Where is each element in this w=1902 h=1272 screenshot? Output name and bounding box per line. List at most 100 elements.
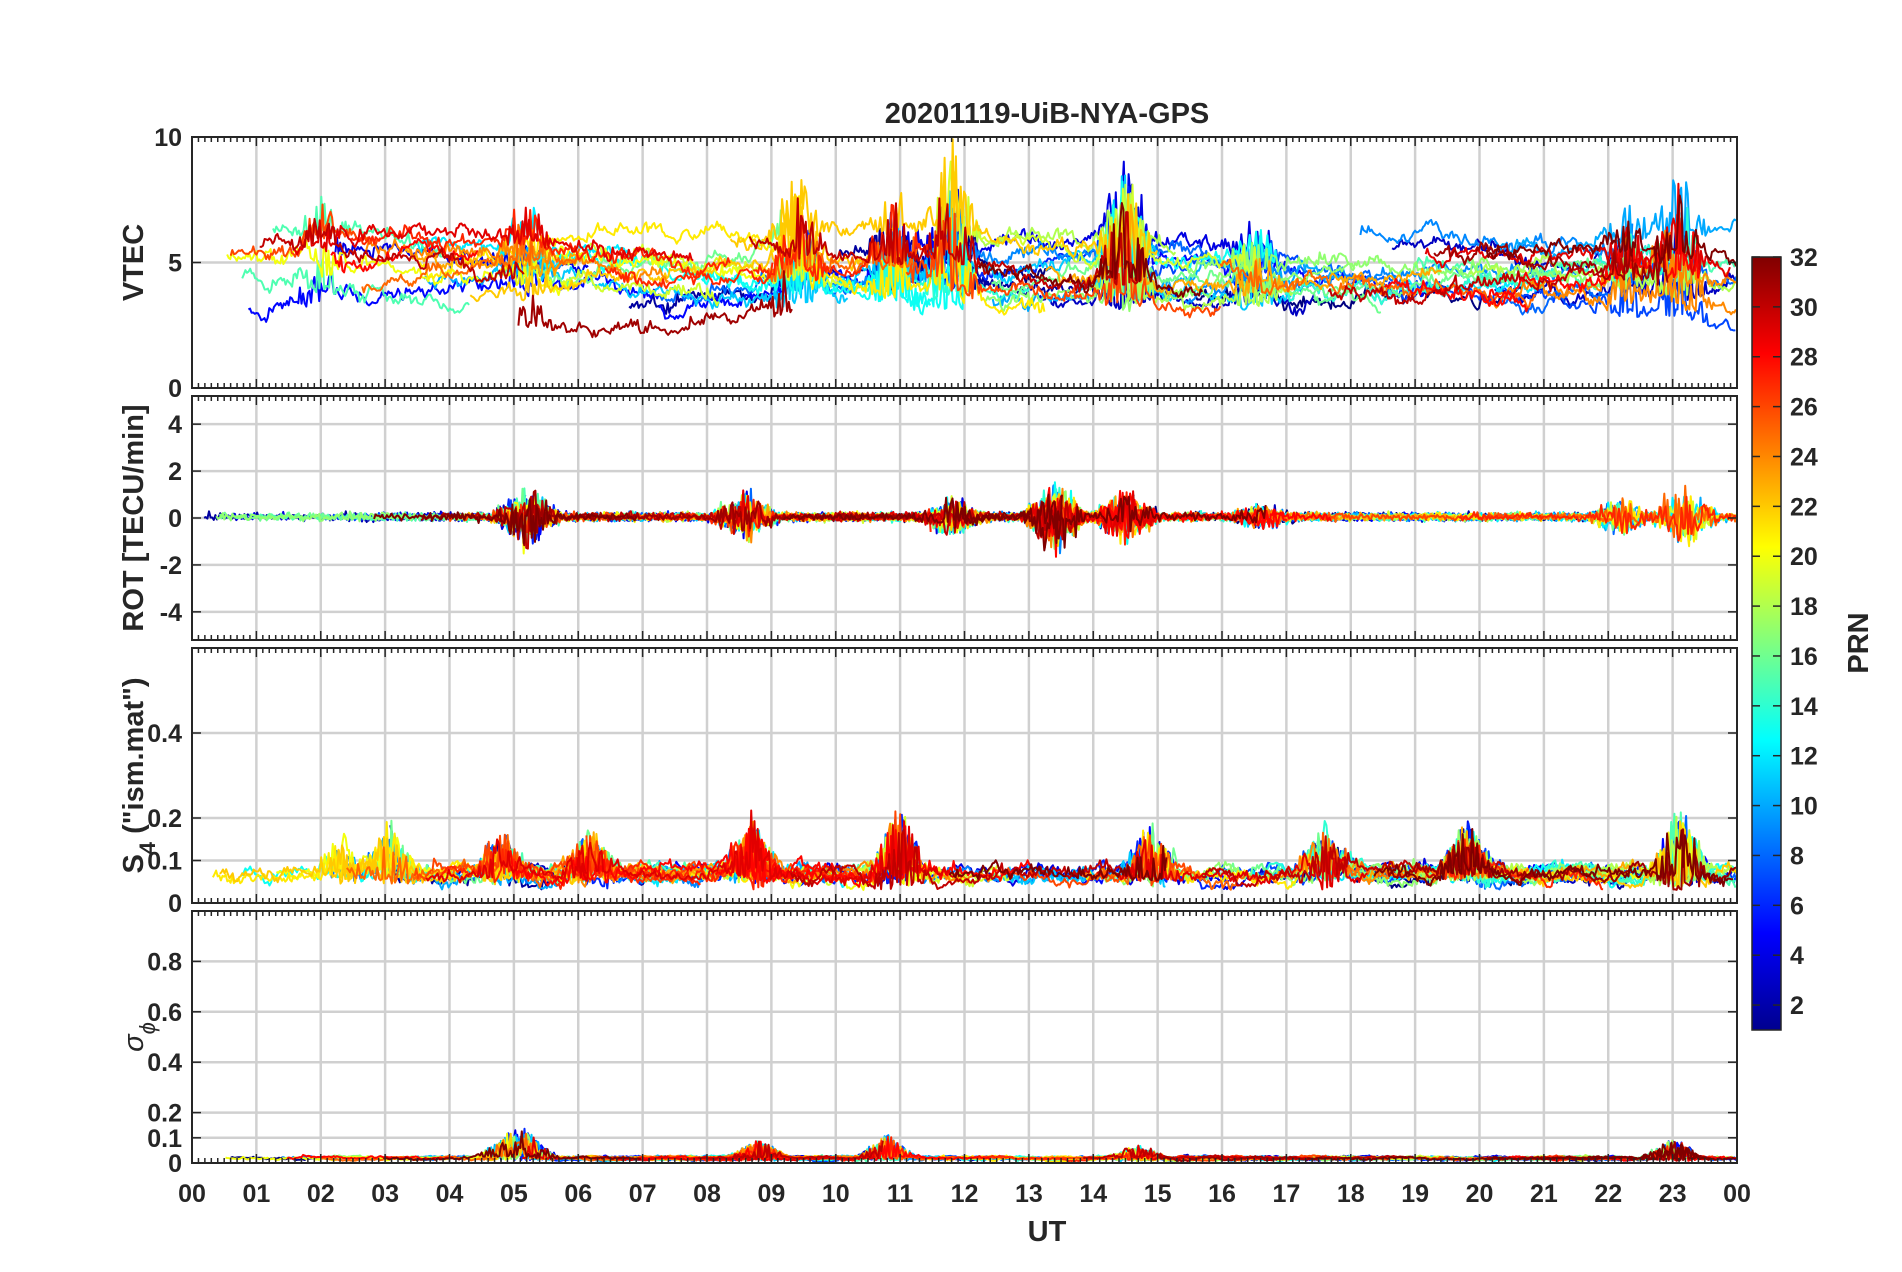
- series-line-prn-25: [361, 223, 581, 294]
- series-line-prn-15: [241, 258, 470, 314]
- x-tick-label: 04: [436, 1180, 464, 1208]
- x-tick-label: 00: [1723, 1180, 1751, 1208]
- series-line-prn-19: [559, 268, 720, 307]
- x-tick-label: 01: [242, 1180, 270, 1208]
- x-tick-label: 11: [887, 1180, 914, 1208]
- series-line-prn-28: [741, 825, 1034, 884]
- series-line-prn-30: [697, 1140, 884, 1161]
- colorbar-tick-label: 2: [1790, 992, 1804, 1020]
- series-line-prn-15: [249, 487, 633, 532]
- colorbar-gradient: [1751, 256, 1782, 1031]
- y-tick-label: 4: [168, 411, 182, 439]
- colorbar-tick-label: 12: [1790, 743, 1818, 771]
- y-tick-label: 0.4: [147, 720, 182, 748]
- x-tick-label: 16: [1208, 1180, 1236, 1208]
- series-line-prn-31: [517, 270, 793, 339]
- x-tick-label: 20: [1466, 1180, 1494, 1208]
- colorbar-tick-label: 20: [1790, 543, 1818, 571]
- x-tick-labels: 00 01 02 03 04 05 06 07 08 09 10 11 12 13 14 15 16 17 18 19…: [178, 1180, 1751, 1208]
- y-axis-label-vtec: VTEC: [118, 224, 150, 301]
- y-tick-label: 0.8: [147, 948, 182, 976]
- x-tick-label: 12: [951, 1180, 979, 1208]
- series-line-prn-32: [1373, 828, 1733, 888]
- series-line-prn-28: [715, 832, 884, 888]
- panel-frame: [191, 910, 1738, 1164]
- series-line-prn-30: [790, 829, 1135, 891]
- panel-vtec: 0 5 10 VTEC: [118, 124, 1738, 403]
- series-line-prn-32: [1485, 194, 1737, 267]
- colorbar-tick-label: 14: [1790, 693, 1818, 721]
- y-tick-label: 0: [168, 1150, 182, 1178]
- colorbar-tick-label: 22: [1790, 493, 1818, 521]
- series-line-prn-32: [948, 844, 1168, 882]
- series-line-prn-32: [383, 1130, 642, 1162]
- series-line-prn-30: [259, 217, 525, 283]
- x-tick-label: 23: [1659, 1180, 1687, 1208]
- series-line-prn-31: [1386, 841, 1542, 879]
- series-line-prn-29: [293, 206, 694, 262]
- series-line-prn-31: [1526, 828, 1737, 891]
- series-line-prn-31: [1157, 1153, 1323, 1163]
- series-line-prn-32: [977, 202, 1204, 298]
- y-tick-label: -4: [160, 599, 182, 627]
- series-line-prn-28: [330, 237, 479, 274]
- y-axis-label-s4: S4 ("ism.mat"): [118, 677, 160, 873]
- colorbar-tick-label: 18: [1790, 593, 1818, 621]
- y-tick-label: 10: [154, 124, 182, 152]
- y-tick-label: 0: [168, 505, 182, 533]
- series-line-prn-20: [226, 233, 582, 296]
- x-tick-label: 07: [629, 1180, 657, 1208]
- y-tick-label: 0.2: [147, 805, 182, 833]
- panel-rot: -4 -2 0 2 4 ROT [TECU/min]: [118, 395, 1738, 641]
- colorbar-tick-label: 28: [1790, 344, 1818, 372]
- series-line-prn-15: [272, 195, 444, 258]
- panel-sigma: 00.10.2 0.4 0.6 0.8 σϕ: [118, 910, 1738, 1178]
- series-line-prn-32: [1492, 1141, 1737, 1161]
- colorbar-tick-label: 16: [1790, 643, 1818, 671]
- x-tick-label: 08: [693, 1180, 721, 1208]
- panel-frame: [191, 647, 1738, 904]
- series-line-prn-31: [573, 500, 922, 532]
- colorbar-tick-label: 6: [1790, 892, 1804, 920]
- y-tick-label: 0.4: [147, 1049, 182, 1077]
- colorbar-tick-label: 30: [1790, 294, 1818, 322]
- y-tick-label: 2: [168, 458, 182, 486]
- panel-frame: [191, 136, 1738, 389]
- y-tick-label: 0: [168, 890, 182, 918]
- y-tick-label: 0.6: [147, 999, 182, 1027]
- x-tick-label: 09: [757, 1180, 785, 1208]
- y-tick-label: 0.1: [147, 848, 182, 876]
- x-tick-label: 22: [1594, 1180, 1622, 1208]
- y-axis-label-rot: ROT [TECU/min]: [118, 404, 150, 631]
- x-tick-label: 17: [1272, 1180, 1300, 1208]
- series-line-prn-30: [1327, 250, 1628, 305]
- x-tick-label: 13: [1015, 1180, 1043, 1208]
- series-line-prn-29: [425, 838, 588, 884]
- series-group-vtec: [226, 138, 1737, 339]
- series-line-prn-32: [953, 493, 1267, 549]
- series-line-prn-28: [286, 1153, 454, 1161]
- x-tick-label: 19: [1401, 1180, 1429, 1208]
- y-tick-label: -2: [160, 552, 182, 580]
- x-tick-label: 10: [822, 1180, 850, 1208]
- series-line-prn-19: [932, 160, 1261, 276]
- series-group-s4: [212, 809, 1737, 891]
- series-line-prn-31: [1433, 241, 1669, 286]
- y-tick-label: 0.1: [147, 1125, 182, 1153]
- x-axis-label: UT: [1028, 1216, 1067, 1248]
- panel-s4: 0 0.1 0.2 0.4S4 ("ism.mat"): [118, 647, 1738, 918]
- x-tick-label: 03: [371, 1180, 399, 1208]
- x-tick-label: 00: [178, 1180, 206, 1208]
- x-tick-label: 15: [1144, 1180, 1172, 1208]
- x-tick-label: 21: [1530, 1180, 1558, 1208]
- colorbar-tick-label: 4: [1790, 942, 1804, 970]
- colorbar-tick-label: 32: [1790, 244, 1818, 272]
- x-tick-label: 18: [1337, 1180, 1365, 1208]
- colorbar-tick-label: 24: [1790, 443, 1818, 471]
- y-tick-label: 0: [168, 375, 182, 403]
- chart-title: 20201119-UiB-NYA-GPS: [885, 98, 1210, 130]
- x-tick-label: 06: [564, 1180, 592, 1208]
